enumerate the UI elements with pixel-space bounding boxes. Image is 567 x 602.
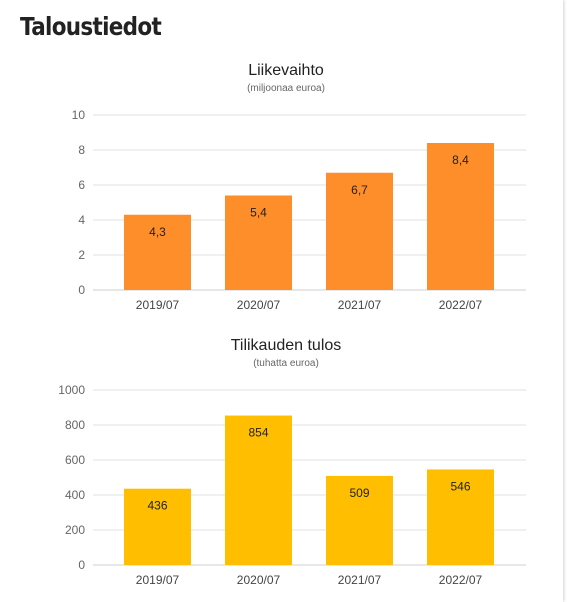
x-tick-label: 2021/07 bbox=[338, 298, 382, 312]
x-tick-label: 2022/07 bbox=[439, 573, 483, 587]
chart-title: Liikevaihto bbox=[248, 62, 324, 79]
y-tick-label: 0 bbox=[78, 283, 85, 297]
chart-subtitle: (tuhatta euroa) bbox=[253, 358, 319, 369]
y-tick-label: 1000 bbox=[58, 383, 85, 397]
data-labels: 4,3 5,4 6,7 8,4 bbox=[149, 153, 469, 239]
bars bbox=[124, 415, 494, 565]
y-axis: 0 200 400 600 800 1000 bbox=[58, 383, 85, 572]
bar-value-label: 6,7 bbox=[351, 183, 368, 197]
y-tick-label: 8 bbox=[78, 143, 85, 157]
x-tick-label: 2020/07 bbox=[237, 298, 281, 312]
page-title: Taloustiedot bbox=[20, 12, 162, 41]
bar-value-label: 8,4 bbox=[452, 153, 469, 167]
bars bbox=[124, 143, 494, 290]
chart-subtitle: (miljoonaa euroa) bbox=[247, 83, 325, 94]
bar-value-label: 4,3 bbox=[149, 225, 166, 239]
y-tick-label: 0 bbox=[78, 558, 85, 572]
bar bbox=[124, 488, 191, 565]
bar-value-label: 436 bbox=[147, 499, 167, 513]
y-tick-label: 10 bbox=[72, 108, 86, 122]
bar bbox=[427, 469, 494, 565]
y-tick-label: 4 bbox=[78, 213, 85, 227]
y-tick-label: 200 bbox=[65, 523, 85, 537]
y-tick-label: 600 bbox=[65, 453, 85, 467]
bar bbox=[225, 415, 292, 565]
bar bbox=[326, 172, 393, 290]
bar bbox=[225, 195, 292, 290]
bar-value-label: 546 bbox=[450, 479, 470, 493]
bar-value-label: 509 bbox=[349, 486, 369, 500]
y-tick-label: 2 bbox=[78, 248, 85, 262]
bar bbox=[427, 143, 494, 290]
bar bbox=[124, 214, 191, 290]
x-axis: 2019/07 2020/07 2021/07 2022/07 bbox=[136, 573, 483, 587]
bar bbox=[326, 475, 393, 565]
y-tick-label: 6 bbox=[78, 178, 85, 192]
revenue-chart: Liikevaihto (miljoonaa euroa) 0 2 4 6 8 10 4,… bbox=[72, 62, 526, 312]
bar-value-label: 854 bbox=[248, 426, 268, 440]
bar-value-label: 5,4 bbox=[250, 206, 267, 220]
x-tick-label: 2021/07 bbox=[338, 573, 382, 587]
data-labels: 436 854 509 546 bbox=[147, 426, 470, 513]
y-tick-label: 400 bbox=[65, 488, 85, 502]
x-tick-label: 2022/07 bbox=[439, 298, 483, 312]
x-tick-label: 2019/07 bbox=[136, 573, 180, 587]
y-tick-label: 800 bbox=[65, 418, 85, 432]
x-tick-label: 2020/07 bbox=[237, 573, 281, 587]
profit-chart: Tilikauden tulos (tuhatta euroa) 0 200 400… bbox=[58, 337, 526, 587]
x-axis: 2019/07 2020/07 2021/07 2022/07 bbox=[136, 298, 483, 312]
chart-title: Tilikauden tulos bbox=[231, 337, 342, 354]
x-tick-label: 2019/07 bbox=[136, 298, 180, 312]
y-axis: 0 2 4 6 8 10 bbox=[72, 108, 86, 297]
